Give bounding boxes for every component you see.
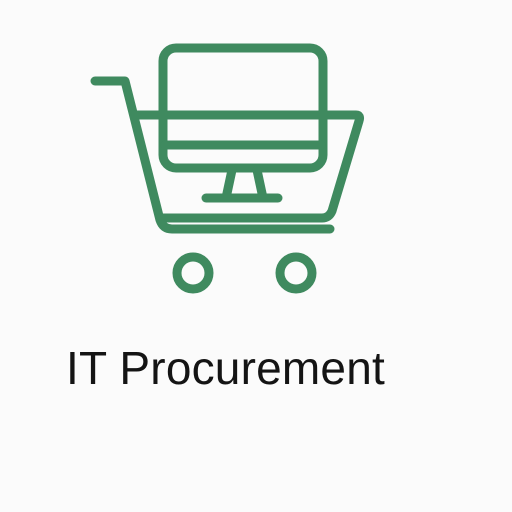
monitor-body	[158, 43, 328, 173]
monitor-stand	[221, 165, 268, 203]
shopping-cart-with-monitor-icon	[90, 43, 365, 294]
cart-wheel-right	[275, 252, 317, 294]
cart-wheel-left	[172, 252, 214, 294]
logo-title: IT Procurement	[66, 342, 385, 394]
cart-frame	[90, 76, 335, 234]
cart-basket	[130, 110, 365, 223]
